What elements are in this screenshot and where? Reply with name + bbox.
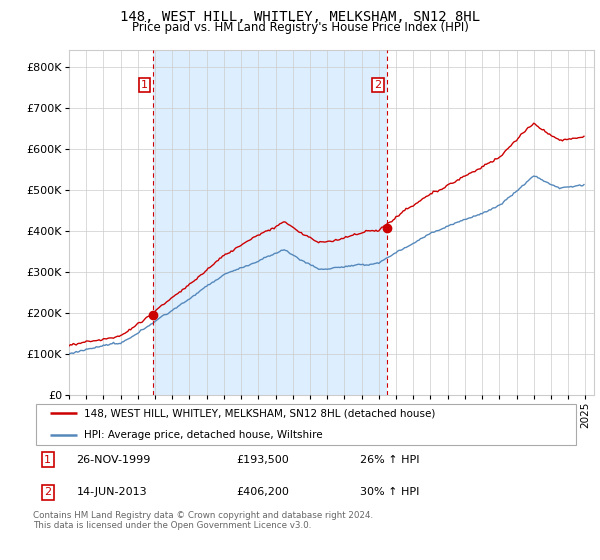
Text: 148, WEST HILL, WHITLEY, MELKSHAM, SN12 8HL (detached house): 148, WEST HILL, WHITLEY, MELKSHAM, SN12 … — [83, 408, 435, 418]
Text: 1: 1 — [44, 455, 51, 465]
Bar — [154, 50, 386, 395]
Text: £406,200: £406,200 — [236, 487, 289, 497]
Text: HPI: Average price, detached house, Wiltshire: HPI: Average price, detached house, Wilt… — [83, 430, 322, 440]
Text: £193,500: £193,500 — [236, 455, 289, 465]
Text: 2: 2 — [44, 487, 51, 497]
FancyBboxPatch shape — [36, 404, 576, 445]
Text: 2: 2 — [374, 80, 382, 90]
Text: 14-JUN-2013: 14-JUN-2013 — [77, 487, 147, 497]
Text: Contains HM Land Registry data © Crown copyright and database right 2024.
This d: Contains HM Land Registry data © Crown c… — [33, 511, 373, 530]
Text: 1: 1 — [141, 80, 148, 90]
Text: 26% ↑ HPI: 26% ↑ HPI — [360, 455, 419, 465]
Text: Price paid vs. HM Land Registry's House Price Index (HPI): Price paid vs. HM Land Registry's House … — [131, 21, 469, 34]
Text: 30% ↑ HPI: 30% ↑ HPI — [360, 487, 419, 497]
Text: 148, WEST HILL, WHITLEY, MELKSHAM, SN12 8HL: 148, WEST HILL, WHITLEY, MELKSHAM, SN12 … — [120, 10, 480, 24]
Text: 26-NOV-1999: 26-NOV-1999 — [77, 455, 151, 465]
